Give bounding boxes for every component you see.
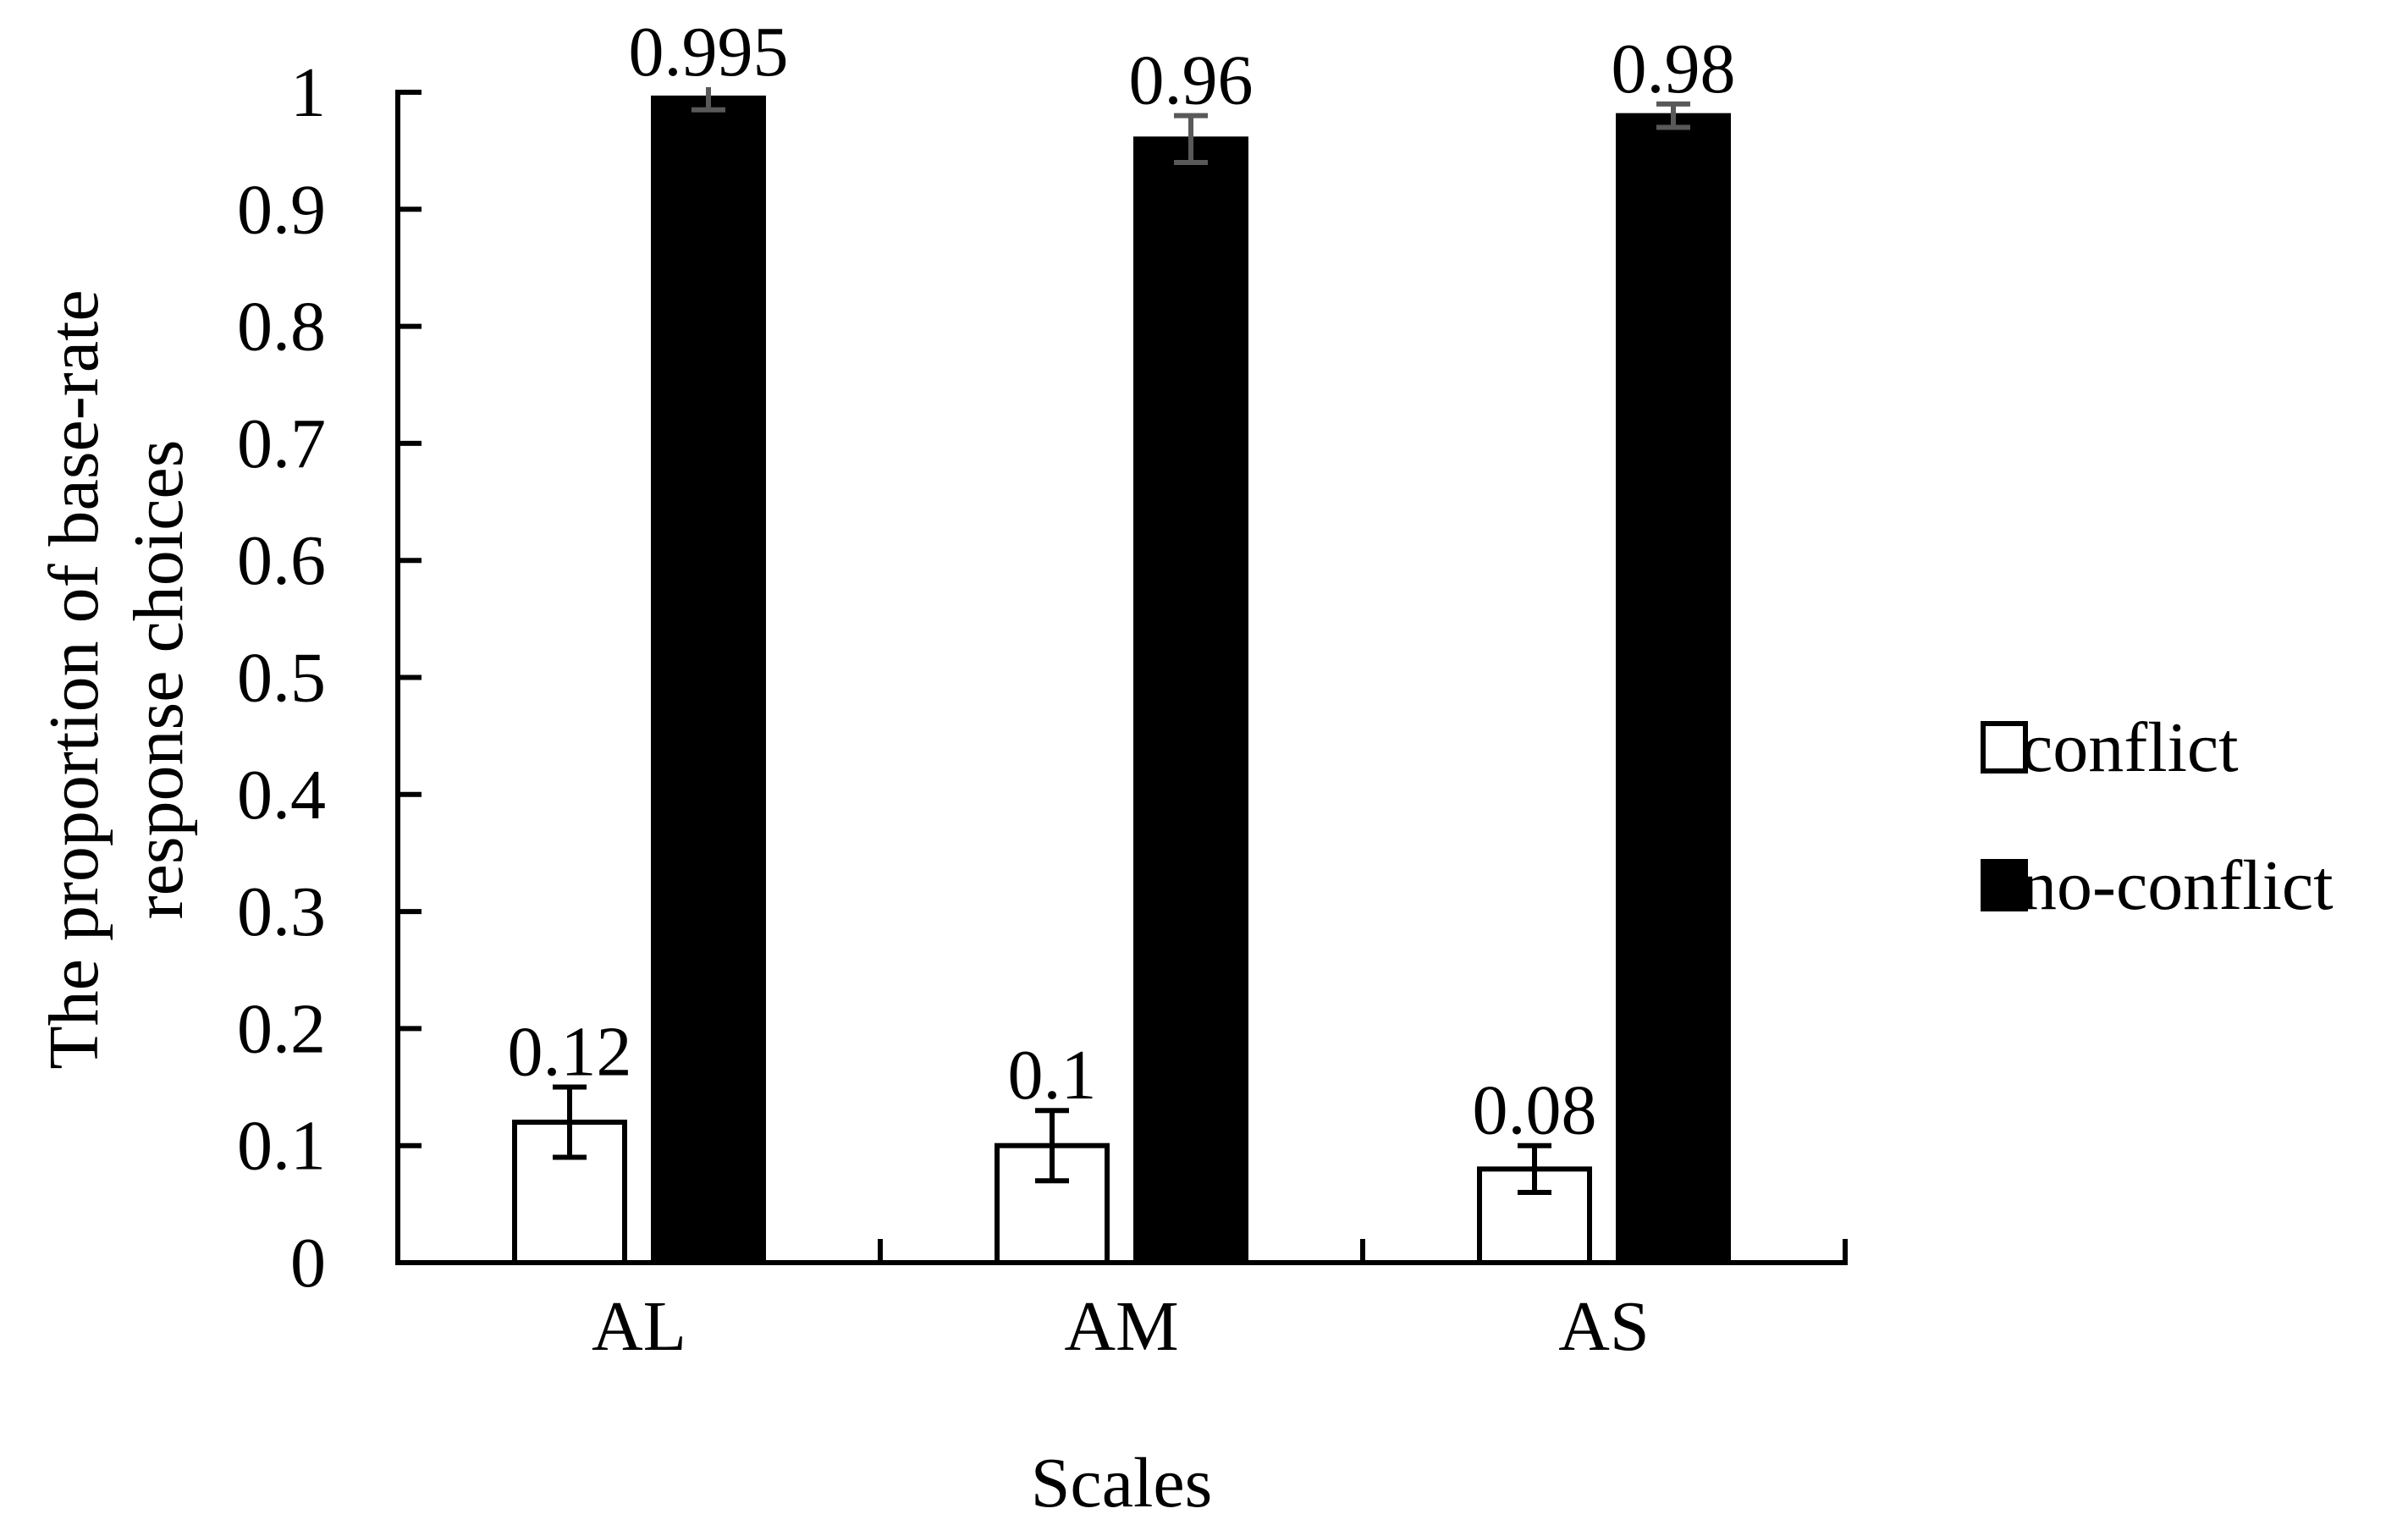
legend: conflict no-conflict: [1981, 708, 2334, 925]
x-axis-title: Scales: [1031, 1444, 1213, 1522]
legend-swatch: [1981, 859, 2028, 911]
bar-no-conflict-AM: [1133, 136, 1248, 1266]
error-bar: [1035, 1108, 1069, 1184]
error-bar: [1518, 1142, 1551, 1196]
y-tick-label: 0.7: [237, 405, 326, 483]
axes: [395, 90, 1848, 1265]
data-label: 0.12: [508, 1013, 632, 1092]
y-tick-label: 0.3: [237, 873, 326, 951]
data-label: 0.96: [1129, 41, 1254, 120]
data-label: 0.1: [1008, 1036, 1097, 1115]
x-axis-labels: AL AM AS: [592, 1287, 1650, 1366]
bar-no-conflict-AS: [1616, 113, 1731, 1265]
y-tick-label: 0.8: [237, 288, 326, 366]
data-label: 0.995: [629, 13, 789, 91]
y-axis-title-line-2: response choices: [119, 440, 198, 920]
data-label: 0.98: [1612, 30, 1736, 108]
legend-item-conflict: conflict: [1981, 708, 2239, 787]
y-axis-title: The proportion of base-rate response cho…: [35, 289, 198, 1069]
data-label: 0.08: [1473, 1071, 1597, 1150]
y-tick-label: 0.4: [237, 756, 326, 834]
error-bar: [1174, 113, 1208, 165]
y-tick-label: 1: [290, 53, 326, 132]
y-tick-label: 0.1: [237, 1107, 326, 1186]
y-tick-label: 0.2: [237, 989, 326, 1068]
error-bar: [692, 87, 725, 113]
y-axis-ticks: 0 0.1 0.2 0.3 0.4 0.5 0.6 0.7 0.8 0.9 1: [237, 53, 422, 1302]
y-axis-title-line-1: The proportion of base-rate: [35, 289, 113, 1069]
x-tick-label: AS: [1558, 1287, 1649, 1366]
y-tick-label: 0.9: [237, 170, 326, 249]
y-tick-label: 0.5: [237, 639, 326, 718]
legend-label: conflict: [2021, 708, 2239, 787]
bar-no-conflict-AL: [651, 95, 766, 1265]
y-tick-label: 0: [290, 1224, 326, 1302]
legend-item-no-conflict: no-conflict: [1981, 846, 2334, 925]
legend-swatch: [1981, 721, 2028, 774]
x-tick-label: AM: [1064, 1287, 1178, 1366]
y-tick-label: 0.6: [237, 521, 326, 600]
error-bar: [553, 1084, 587, 1160]
error-bar: [1656, 101, 1690, 130]
x-tick-label: AL: [592, 1287, 686, 1366]
bars: 0.12 0.995 0.1 0.96 0.08 0.98: [508, 13, 1736, 1266]
legend-label: no-conflict: [2021, 846, 2334, 925]
